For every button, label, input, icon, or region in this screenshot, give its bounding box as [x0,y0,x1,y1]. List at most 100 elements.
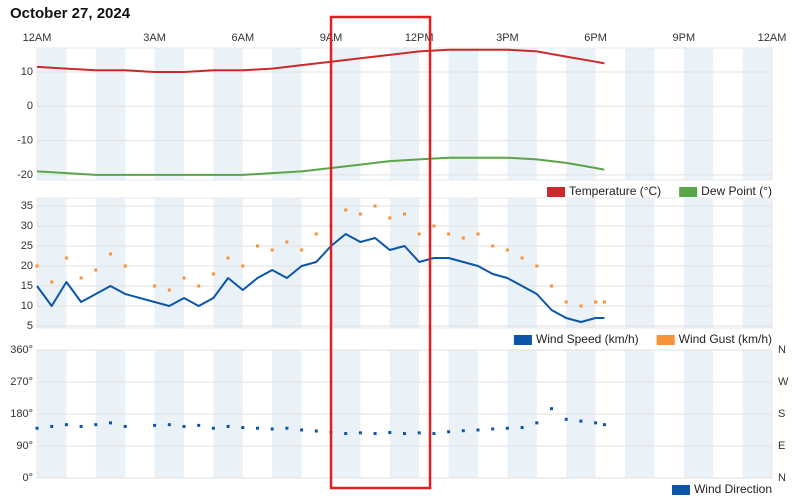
series-dot [109,421,112,425]
y-tick-label: 15 [21,280,33,292]
x-tick-label: 3AM [143,32,166,44]
series-dot [197,423,201,427]
band [566,48,596,180]
series-dot [344,208,348,212]
y-tick-label: 30 [21,220,33,232]
band [742,48,772,180]
legend-label: Wind Direction [694,482,772,496]
y-tick-label: 5 [27,320,33,332]
y-tick-label: 180° [10,408,33,420]
y-tick-label: 20 [21,260,33,272]
series-dot [461,236,465,240]
band [272,48,302,180]
series-dot [197,284,201,288]
band [683,198,714,328]
y2-tick-label: W [778,376,789,388]
series-dot [314,232,318,236]
y2-tick-label: N [778,472,786,484]
band [95,198,126,328]
legend-label: Dew Point (°) [701,184,772,198]
band [213,198,243,328]
series-dot [594,421,598,425]
band [37,48,67,180]
series-dot [417,431,421,435]
series-dot [491,244,495,248]
series-dot [153,423,157,427]
series-dot [476,428,480,432]
series-dot [520,256,524,260]
series-dot [226,256,230,260]
x-tick-label: 12PM [405,32,434,44]
plot-frame [36,47,773,181]
series-dot [79,424,83,428]
series-dot [550,284,553,288]
series-dot [358,431,362,435]
series-dot [211,426,215,430]
band [507,48,537,180]
y-tick-label: 25 [21,240,33,252]
series-dot [241,426,245,430]
series-dot [602,423,606,427]
chart-title: October 27, 2024 [10,5,131,22]
y-tick-label: 270° [10,376,33,388]
band [389,198,420,328]
series-dot [314,429,318,433]
legend-label: Temperature (°C) [569,184,661,198]
series-dot [388,430,392,434]
x-tick-label: 9PM [672,32,695,44]
y2-tick-label: S [778,408,785,420]
series-dot [579,304,583,308]
band [331,198,361,328]
series-dot [550,407,553,411]
series-dot [109,252,112,256]
y2-tick-label: E [778,440,785,452]
series-dot [182,424,186,428]
y-tick-label: 90° [16,440,33,452]
series-dot [432,224,436,228]
series-dot [344,432,348,436]
band [683,48,714,180]
series-dot [564,300,568,304]
series-dot [602,300,606,304]
y-tick-label: 10 [21,66,33,78]
series-dot [403,432,406,436]
series-dot [50,424,54,428]
series-dot [388,216,392,220]
series-dot [167,288,171,292]
x-tick-label: 6AM [231,32,254,44]
legend-label: Wind Gust (km/h) [679,332,772,346]
series-dot [535,264,539,268]
series-dot [579,419,583,423]
series-dot [256,426,259,430]
series-dot [491,427,495,431]
plot-frame [36,197,773,329]
series-dot [270,248,274,252]
series-dot [447,232,451,236]
series-dot [432,432,436,436]
band [213,48,243,180]
series-dot [64,423,68,427]
series-dot [35,264,39,268]
band [95,48,126,180]
series-dot [373,432,377,436]
legend-swatch [656,335,675,345]
series-dot [285,240,289,244]
series-dot [285,426,289,430]
series-dot [167,423,171,427]
legend-swatch [671,485,690,495]
series-dot [564,417,568,421]
series-dot [505,426,509,430]
y-tick-label: 0 [27,100,33,112]
series-dot [447,430,451,434]
series-dot [153,284,157,288]
band [154,48,184,180]
series-dot [373,204,377,208]
series-dot [270,427,274,431]
series-dot [123,264,127,268]
legend-swatch [547,187,566,197]
series-dot [241,264,245,268]
y2-tick-label: N [778,344,786,356]
series-dot [358,212,362,216]
